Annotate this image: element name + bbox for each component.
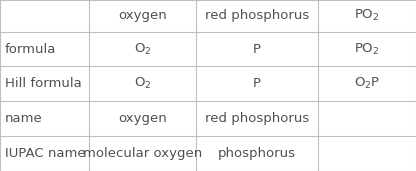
Text: red phosphorus: red phosphorus xyxy=(205,112,309,125)
Text: O$_2$: O$_2$ xyxy=(134,42,151,57)
Text: O$_2$P: O$_2$P xyxy=(354,76,380,91)
Text: PO$_2$: PO$_2$ xyxy=(354,8,380,23)
Text: PO$_2$: PO$_2$ xyxy=(354,42,380,57)
Text: IUPAC name: IUPAC name xyxy=(5,147,86,160)
Text: phosphorus: phosphorus xyxy=(218,147,296,160)
Text: oxygen: oxygen xyxy=(118,9,167,22)
Text: molecular oxygen: molecular oxygen xyxy=(83,147,202,160)
Text: formula: formula xyxy=(5,43,56,56)
Text: oxygen: oxygen xyxy=(118,112,167,125)
Text: P: P xyxy=(253,77,261,90)
Text: P: P xyxy=(253,43,261,56)
Text: red phosphorus: red phosphorus xyxy=(205,9,309,22)
Text: Hill formula: Hill formula xyxy=(5,77,82,90)
Text: name: name xyxy=(5,112,43,125)
Text: O$_2$: O$_2$ xyxy=(134,76,151,91)
